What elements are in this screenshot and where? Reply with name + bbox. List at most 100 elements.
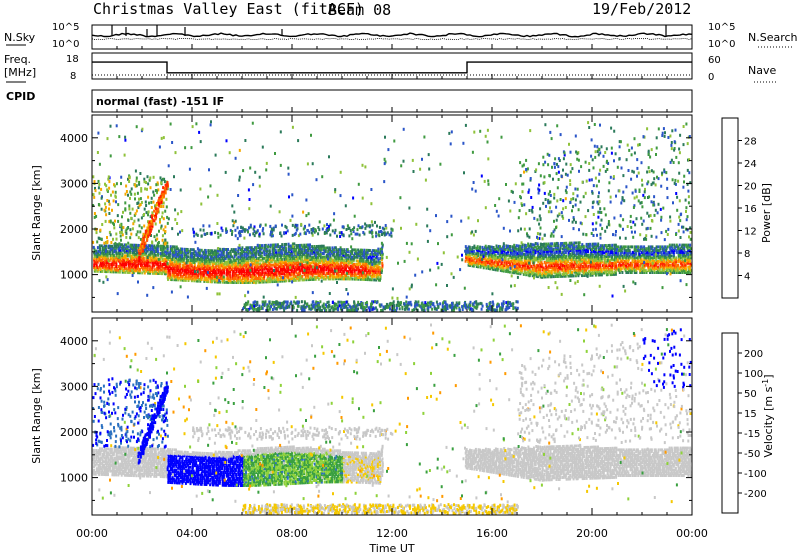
heatmap-cell xyxy=(467,258,470,262)
heatmap-cell xyxy=(295,260,298,264)
heatmap-cell xyxy=(287,277,290,281)
heatmap-cell xyxy=(258,244,261,248)
heatmap-cell xyxy=(584,259,587,263)
heatmap-cell xyxy=(553,256,556,260)
heatmap-cell xyxy=(593,251,596,255)
heatmap-cell xyxy=(119,256,122,259)
heatmap-cell xyxy=(114,248,117,252)
heatmap-cell xyxy=(233,251,236,255)
heatmap-cell xyxy=(256,300,259,304)
heatmap-cell xyxy=(195,279,198,283)
heatmap-cell xyxy=(277,259,280,263)
heatmap-cell xyxy=(176,269,179,273)
heatmap-cell xyxy=(483,251,486,255)
heatmap-cell xyxy=(345,275,348,279)
heatmap-cell xyxy=(468,253,471,256)
heatmap-cell xyxy=(548,273,551,277)
heatmap-cell xyxy=(409,301,412,305)
heatmap-cell xyxy=(619,252,622,256)
heatmap-cell xyxy=(133,243,136,247)
heatmap-cell xyxy=(151,253,154,257)
heatmap-cell xyxy=(556,275,559,278)
heatmap-cell xyxy=(199,279,202,283)
heatmap-cell xyxy=(557,265,560,269)
heatmap-cell xyxy=(632,267,635,271)
heatmap-cell xyxy=(285,270,288,274)
heatmap-cell xyxy=(655,254,658,258)
heatmap-cell xyxy=(361,248,364,252)
heatmap-cell xyxy=(297,260,299,264)
heatmap-cell xyxy=(572,263,575,267)
heatmap-cell xyxy=(153,253,156,257)
heatmap-cell xyxy=(359,248,362,252)
heatmap-cell xyxy=(241,257,244,261)
heatmap-cell xyxy=(166,265,169,269)
heatmap-cell xyxy=(213,249,216,253)
heatmap-cell xyxy=(260,255,263,258)
heatmap-cell xyxy=(163,244,165,248)
heatmap-cell xyxy=(307,243,310,247)
heatmap-cell xyxy=(634,261,637,265)
heatmap-cell xyxy=(641,271,644,274)
heatmap-cell xyxy=(521,245,524,249)
heatmap-cell xyxy=(274,261,277,265)
heatmap-cell xyxy=(286,251,289,255)
heatmap-cell xyxy=(195,122,198,126)
heatmap-cell xyxy=(135,247,138,251)
heatmap-cell xyxy=(669,267,672,271)
heatmap-cell xyxy=(468,258,471,262)
heatmap-cell xyxy=(172,254,175,258)
heatmap-cell xyxy=(381,243,384,247)
heatmap-cell xyxy=(673,243,676,247)
heatmap-cell xyxy=(158,266,161,270)
heatmap-cell xyxy=(181,254,184,258)
heatmap-cell xyxy=(238,246,241,250)
heatmap-cell xyxy=(373,307,376,311)
heatmap-cell xyxy=(377,271,380,275)
heatmap-cell xyxy=(172,263,175,267)
heatmap-cell xyxy=(673,147,676,150)
heatmap-cell xyxy=(309,276,312,280)
heatmap-cell xyxy=(479,129,482,133)
heatmap-cell xyxy=(569,267,571,271)
heatmap-cell xyxy=(225,249,228,253)
heatmap-cell xyxy=(170,259,173,263)
heatmap-cell xyxy=(215,258,218,262)
heatmap-cell xyxy=(225,273,228,277)
heatmap-cell xyxy=(146,268,149,271)
heatmap-cell xyxy=(508,246,511,250)
heatmap-cell xyxy=(547,257,550,261)
heatmap-cell xyxy=(561,258,564,262)
heatmap-cell xyxy=(276,301,279,305)
heatmap-cell xyxy=(133,247,136,251)
heatmap-cell xyxy=(684,254,687,258)
heatmap-cell xyxy=(261,256,264,260)
heatmap-cell xyxy=(306,267,309,271)
heatmap-cell xyxy=(103,268,106,272)
heatmap-cell xyxy=(371,249,374,253)
heatmap-cell xyxy=(379,271,382,275)
heatmap-cell xyxy=(559,243,562,247)
heatmap-cell xyxy=(550,247,553,251)
heatmap-cell xyxy=(554,275,557,278)
heatmap-cell xyxy=(576,250,579,254)
heatmap-cell xyxy=(290,260,293,264)
heatmap-cell xyxy=(386,303,389,307)
heatmap-cell xyxy=(185,266,188,270)
heatmap-cell xyxy=(511,252,514,256)
heatmap-cell xyxy=(667,265,669,269)
heatmap-cell xyxy=(346,264,349,268)
heatmap-cell xyxy=(296,308,299,312)
heatmap-cell xyxy=(541,250,544,254)
heatmap-cell xyxy=(330,306,333,310)
heatmap-cell xyxy=(464,245,467,249)
heatmap-cell xyxy=(347,262,350,266)
heatmap-cell xyxy=(332,273,335,277)
heatmap-cell xyxy=(273,278,276,282)
heatmap-cell xyxy=(499,250,502,254)
heatmap-cell xyxy=(489,258,492,262)
heatmap-cell xyxy=(379,276,382,280)
heatmap-cell xyxy=(688,245,691,249)
heatmap-cell xyxy=(153,264,155,268)
heatmap-cell xyxy=(327,250,330,254)
